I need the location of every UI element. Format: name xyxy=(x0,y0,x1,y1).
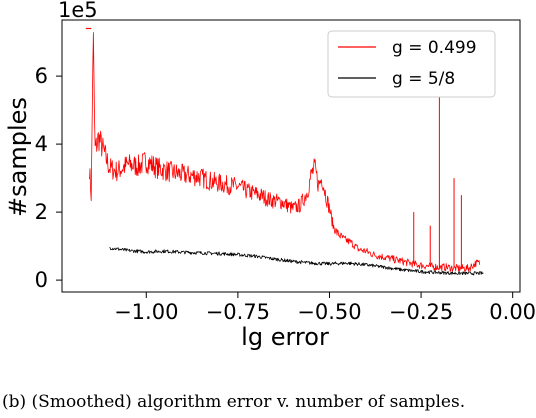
figure-caption: (b) (Smoothed) algorithm error v. number… xyxy=(2,392,466,412)
legend-label-series-1: g = 0.499 xyxy=(392,38,477,58)
series-line-1 xyxy=(89,32,481,272)
chart-ticks: −1.00 −0.75 −0.50 −0.25 0.00 0 2 4 6 xyxy=(35,64,536,324)
x-tick-label: −1.00 xyxy=(114,300,178,324)
y-offset-label: 1e5 xyxy=(58,0,98,22)
chart-legend: g = 0.499 g = 5/8 xyxy=(327,30,496,98)
legend-label-series-2: g = 5/8 xyxy=(392,69,455,89)
x-tick-label: −0.25 xyxy=(389,300,453,324)
chart-figure: −1.00 −0.75 −0.50 −0.25 0.00 0 2 4 6 1e5 lg erro… xyxy=(4,0,536,351)
y-tick-label: 0 xyxy=(35,268,48,292)
y-tick-label: 4 xyxy=(35,132,48,156)
y-tick-label: 6 xyxy=(35,64,48,88)
x-axis-label: lg error xyxy=(241,323,329,351)
plot-frame xyxy=(61,19,521,293)
y-axis-label: #samples xyxy=(4,97,32,217)
x-tick-label: −0.50 xyxy=(297,300,361,324)
x-tick-label: 0.00 xyxy=(489,300,536,324)
chart-axes xyxy=(61,19,521,293)
chart-series xyxy=(85,27,484,276)
y-tick-label: 2 xyxy=(35,200,48,224)
series-line-2 xyxy=(109,246,484,276)
x-tick-label: −0.75 xyxy=(206,300,270,324)
